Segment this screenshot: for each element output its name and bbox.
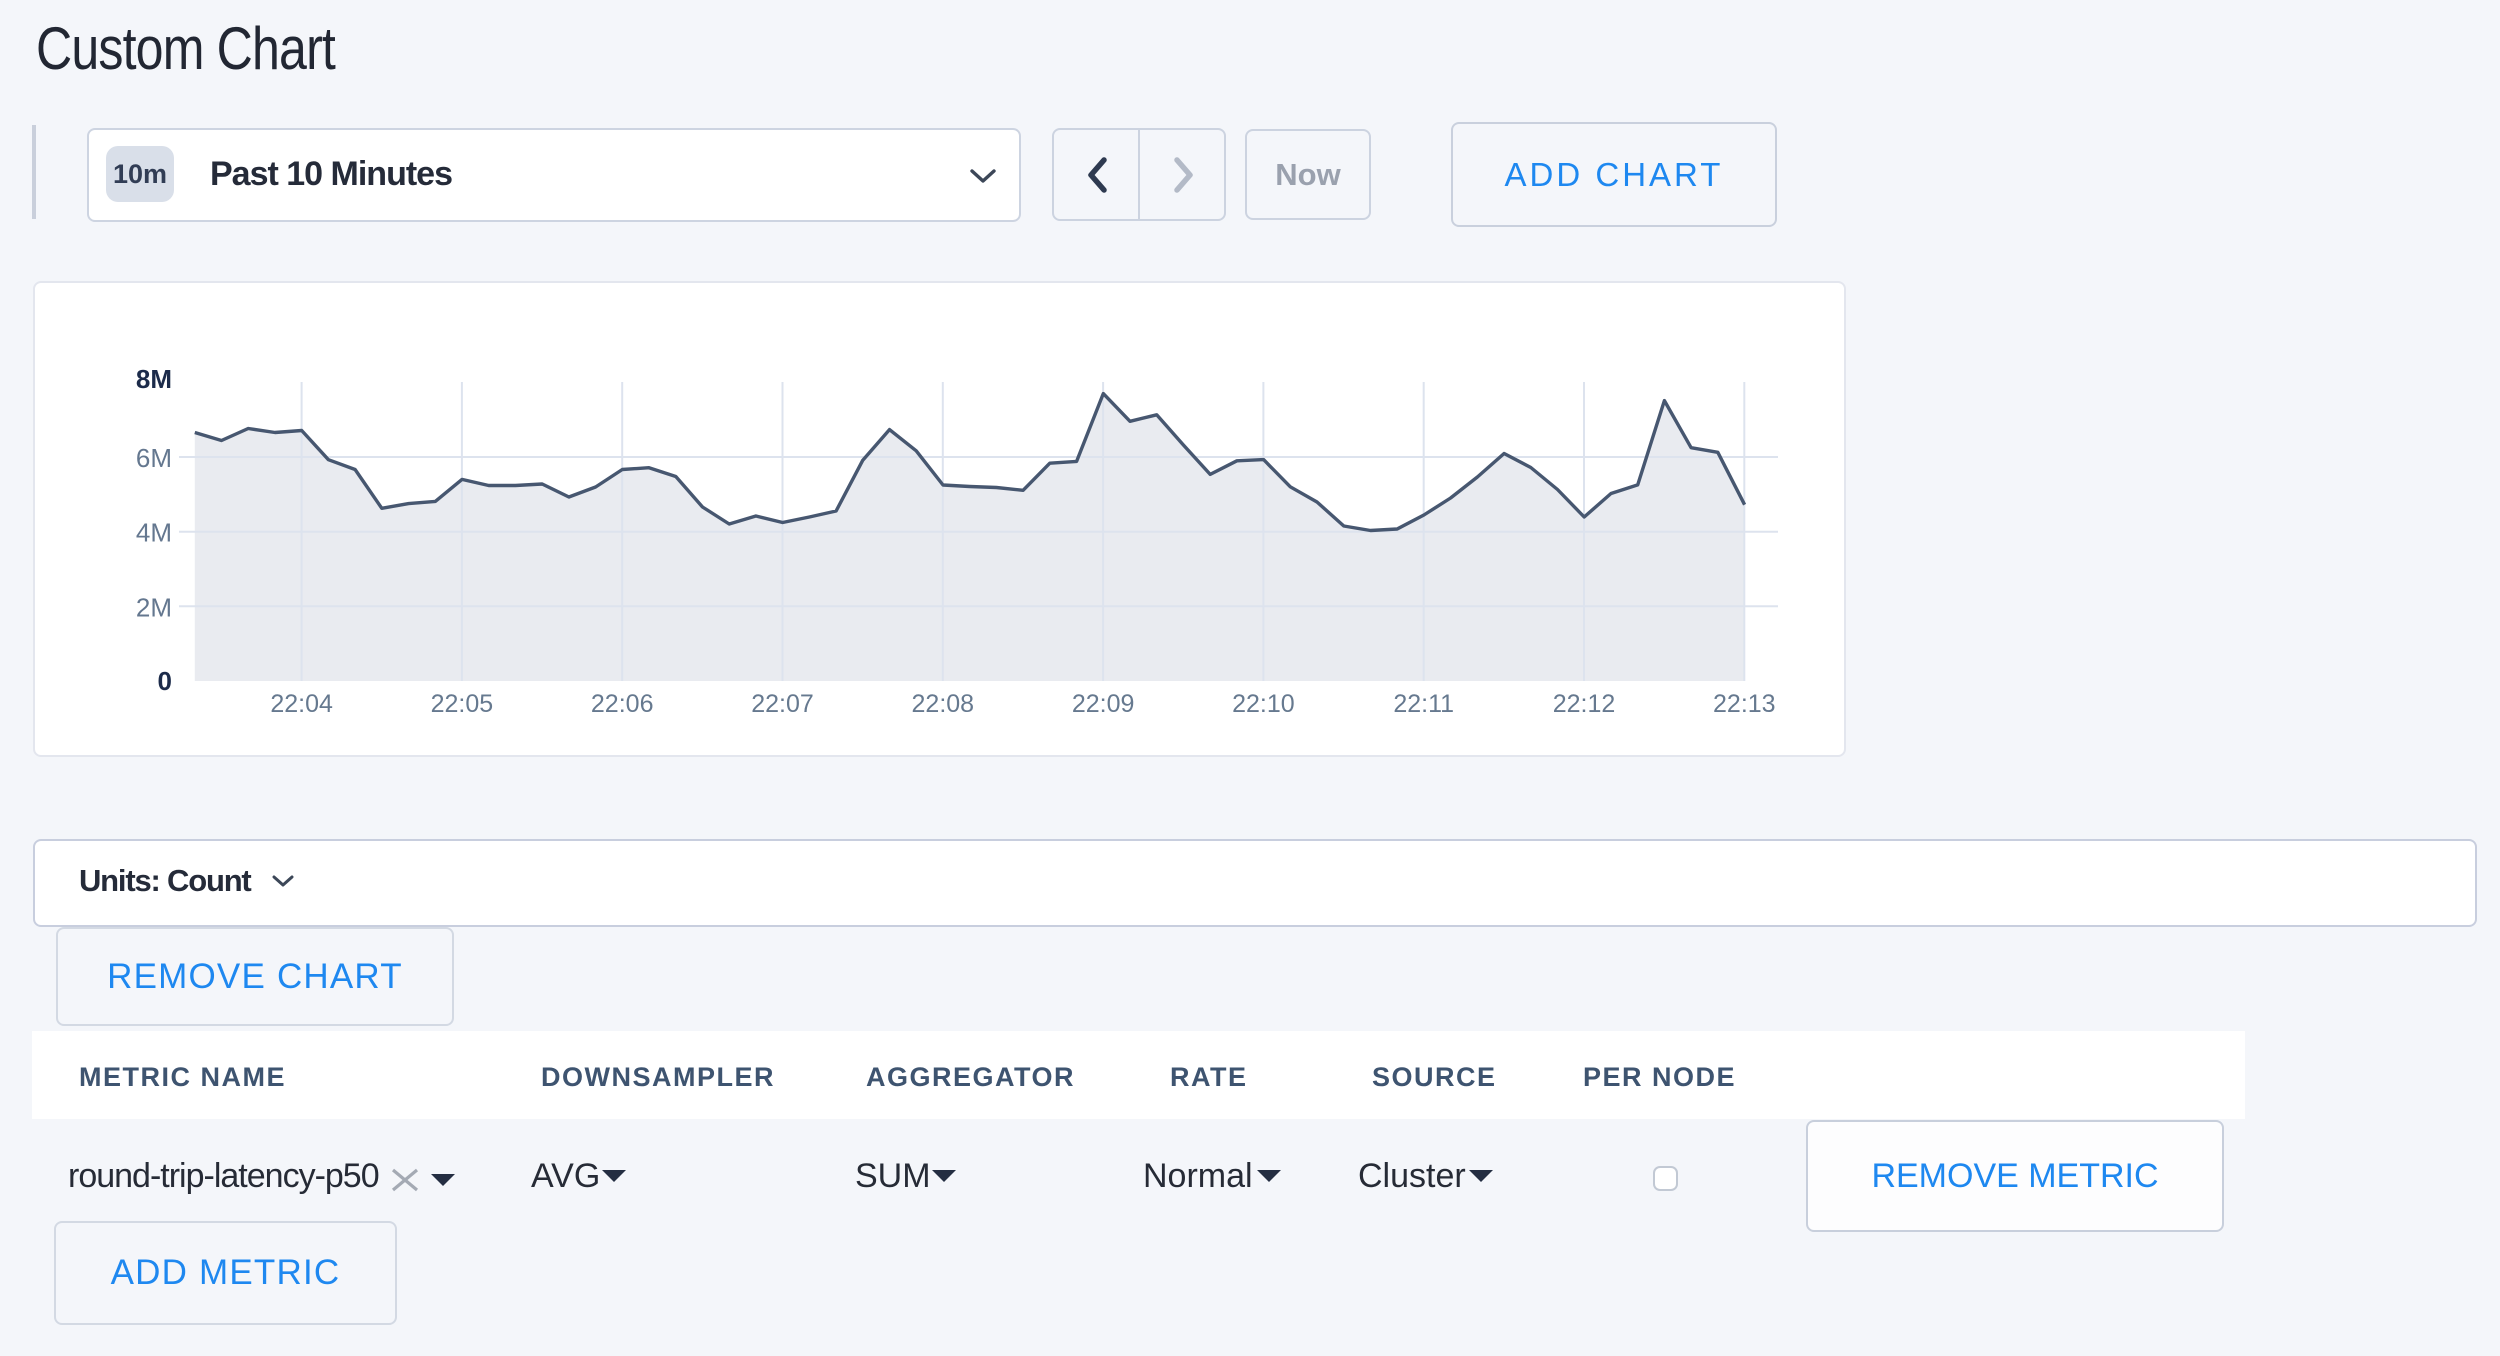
svg-text:22:13: 22:13 — [1713, 690, 1776, 718]
svg-text:22:11: 22:11 — [1393, 690, 1454, 718]
svg-text:22:06: 22:06 — [591, 690, 654, 718]
svg-text:0: 0 — [158, 666, 172, 696]
svg-text:4M: 4M — [136, 518, 172, 548]
svg-text:22:08: 22:08 — [912, 690, 975, 718]
svg-text:22:07: 22:07 — [751, 690, 814, 718]
svg-text:22:09: 22:09 — [1072, 690, 1135, 718]
svg-text:2M: 2M — [136, 592, 172, 622]
svg-text:22:10: 22:10 — [1232, 690, 1295, 718]
svg-text:22:12: 22:12 — [1553, 690, 1616, 718]
svg-text:22:04: 22:04 — [270, 690, 333, 718]
svg-text:8M: 8M — [136, 364, 172, 394]
svg-text:22:05: 22:05 — [431, 690, 494, 718]
svg-text:6M: 6M — [136, 443, 172, 473]
